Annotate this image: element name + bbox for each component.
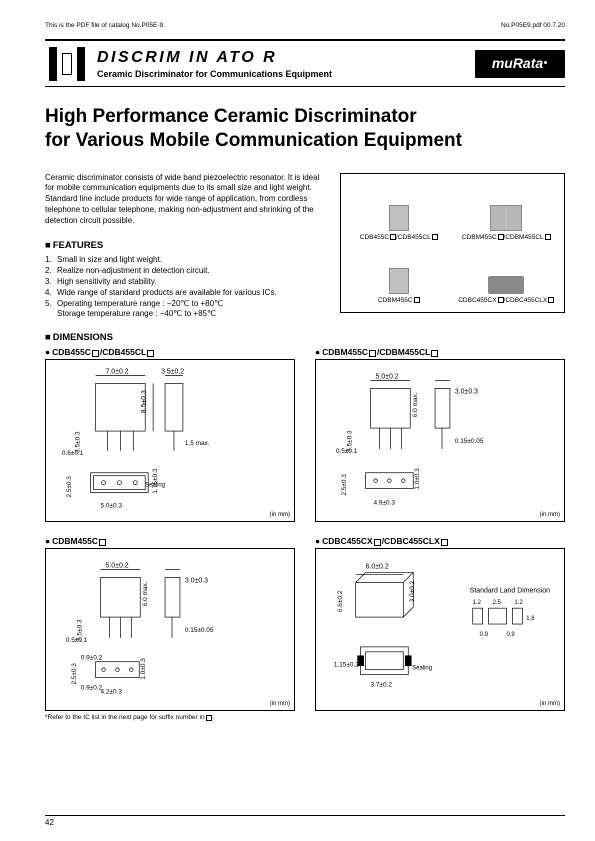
dim-drawing: 6.0±0.2 6.6±0.2 3.0±0.2 Sealing 1.15±0.2… [315, 548, 565, 711]
svg-text:5.0±0.2: 5.0±0.2 [106, 563, 129, 570]
svg-text:3.5±0.2: 3.5±0.2 [161, 369, 184, 376]
dim-cell-br: ●CDBC455CX/CDBC455CLX 6.0±0.2 6.6±0.2 3.… [315, 536, 565, 711]
product-cell-d: CDBC455CX/CDBC455CLX [455, 245, 559, 304]
svg-text:6.0±0.2: 6.0±0.2 [366, 564, 389, 571]
discriminator-icon [45, 41, 89, 86]
headline: High Performance Ceramic Discriminator f… [45, 105, 565, 153]
svg-text:2.5±0.3: 2.5±0.3 [66, 476, 73, 498]
svg-text:0.9: 0.9 [506, 632, 515, 638]
svg-text:7.0±0.2: 7.0±0.2 [106, 369, 129, 376]
svg-text:3.5±0.3: 3.5±0.3 [77, 619, 84, 641]
svg-text:6.0 max.: 6.0 max. [142, 582, 149, 607]
svg-text:1.75±0.3: 1.75±0.3 [152, 468, 159, 493]
svg-text:1.5 max.: 1.5 max. [185, 440, 210, 447]
svg-text:1.2: 1.2 [473, 600, 481, 606]
product-cell-a: CDB455C/CDB455CL [347, 182, 451, 241]
svg-text:2.5±0.3: 2.5±0.3 [341, 474, 348, 496]
dim-cell-bl: ●CDBM455C 5.0±0.2 3.0±0.3 6.0 max. 0.15±… [45, 536, 295, 711]
svg-text:5.0±0.3: 5.0±0.3 [101, 503, 123, 510]
murata-logo: muRata [470, 41, 565, 86]
features-label: FEATURES [45, 240, 322, 251]
units-label: (in mm) [270, 701, 290, 707]
svg-text:1.0±0.3: 1.0±0.3 [414, 468, 421, 490]
svg-text:1.2: 1.2 [514, 600, 522, 606]
svg-text:2.5±0.3: 2.5±0.3 [71, 663, 78, 685]
svg-text:4.9±0.3: 4.9±0.3 [374, 500, 396, 507]
svg-text:3.5±0.3: 3.5±0.3 [347, 430, 354, 452]
dimensions-label: DIMENSIONS [45, 332, 565, 343]
dim-title: ●CDBC455CX/CDBC455CLX [315, 536, 565, 546]
svg-text:Sealing: Sealing [412, 666, 432, 672]
dim-drawing: 5.0±0.2 3.0±0.3 6.0 max. 0.15±0.05 0.5±0… [315, 359, 565, 522]
product-cell-c: CDBM455C [347, 245, 451, 304]
product-image-grid: CDB455C/CDB455CL CDBM455C/CDBM455CL CDBM… [340, 173, 565, 313]
title-bar: DISCRIM IN ATO R Ceramic Discriminator f… [45, 39, 565, 87]
svg-text:3.7±0.2: 3.7±0.2 [371, 682, 393, 689]
svg-text:3.0±0.2: 3.0±0.2 [409, 581, 416, 603]
svg-text:0.9±0.2: 0.9±0.2 [81, 655, 103, 662]
dim-cell-tr: ●CDBM455C/CDBM455CL 5.0±0.2 3.0±0.3 6.0 … [315, 347, 565, 522]
product-label: CDBM455C [378, 297, 420, 304]
svg-text:5.0±0.2: 5.0±0.2 [376, 374, 399, 381]
svg-text:1.15±0.2: 1.15±0.2 [334, 662, 359, 669]
svg-text:3.5±0.3: 3.5±0.3 [75, 431, 82, 453]
dim-drawing: 5.0±0.2 3.0±0.3 6.0 max. 0.15±0.05 0.5±0… [45, 548, 295, 711]
dim-title: ●CDBM455C [45, 536, 295, 546]
header-left: This is the PDF file of catalog No.P05E-… [45, 22, 165, 29]
product-label: CDBC455CX/CDBC455CLX [458, 297, 554, 304]
svg-text:4.2±0.3: 4.2±0.3 [101, 689, 123, 696]
product-label: CDBM455C/CDBM455CL [462, 234, 551, 241]
dim-title: ●CDB455C/CDB455CL [45, 347, 295, 357]
svg-text:3.0±0.3: 3.0±0.3 [455, 389, 478, 396]
svg-text:0.15±0.05: 0.15±0.05 [455, 438, 484, 445]
svg-text:Standard Land Dimension: Standard Land Dimension [470, 588, 550, 595]
units-label: (in mm) [540, 701, 560, 707]
svg-text:2.5: 2.5 [493, 600, 502, 606]
product-label: CDB455C/CDB455CL [360, 234, 438, 241]
product-cell-b: CDBM455C/CDBM455CL [455, 182, 559, 241]
svg-text:0.9±0.2: 0.9±0.2 [81, 685, 103, 692]
svg-text:6.6±0.2: 6.6±0.2 [337, 591, 344, 613]
dim-drawing: 7.0±0.2 8.5±0.3 3.5±0.2 1.5 max. Se [45, 359, 295, 522]
product-image [389, 268, 409, 294]
features-list: 1.Small in size and light weight. 2.Real… [45, 255, 322, 320]
units-label: (in mm) [540, 512, 560, 518]
product-image [488, 276, 524, 294]
product-image [389, 205, 409, 231]
title-sub: Ceramic Discriminator for Communications… [97, 69, 470, 79]
svg-text:1.8: 1.8 [526, 616, 535, 622]
svg-text:1.0±0.3: 1.0±0.3 [140, 658, 147, 680]
product-image [490, 205, 522, 231]
units-label: (in mm) [270, 512, 290, 518]
header-right: No.P05E9.pdf 00.7.20 [501, 22, 565, 29]
svg-text:6.0 max.: 6.0 max. [412, 393, 419, 418]
title-main: DISCRIM IN ATO R [97, 49, 470, 67]
intro-text: Ceramic discriminator consists of wide b… [45, 173, 322, 227]
svg-text:8.5±0.3: 8.5±0.3 [141, 390, 148, 413]
svg-text:3.0±0.3: 3.0±0.3 [185, 578, 208, 585]
dim-cell-tl: ●CDB455C/CDB455CL 7.0±0.2 8.5±0.3 3.5±0.… [45, 347, 295, 522]
dim-title: ●CDBM455C/CDBM455CL [315, 347, 565, 357]
page-number: 42 [45, 815, 565, 827]
svg-text:0.9: 0.9 [480, 632, 489, 638]
svg-text:0.15±0.05: 0.15±0.05 [185, 627, 214, 634]
footnote: *Refer to the IC list in the next page f… [45, 714, 565, 721]
